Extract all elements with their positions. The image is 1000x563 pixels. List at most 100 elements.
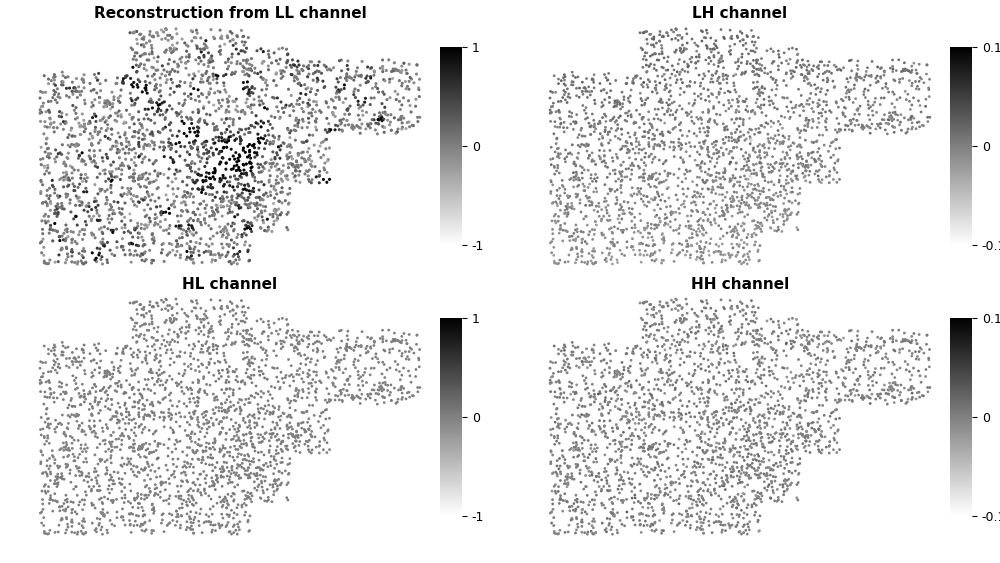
Point xyxy=(614,172,630,181)
Point xyxy=(260,46,276,55)
Point xyxy=(244,227,260,236)
Point xyxy=(141,411,157,420)
Point xyxy=(40,419,56,428)
Point xyxy=(345,125,361,134)
Point xyxy=(614,249,630,258)
Point xyxy=(228,315,244,324)
Point xyxy=(180,362,196,371)
Point xyxy=(582,91,598,100)
Point xyxy=(559,84,575,93)
Point xyxy=(181,491,197,500)
Point xyxy=(310,356,326,365)
Point xyxy=(581,196,597,205)
Point xyxy=(213,316,229,325)
Point xyxy=(206,101,222,110)
Point xyxy=(226,432,242,441)
Point xyxy=(36,482,52,491)
Point xyxy=(776,487,792,496)
Point xyxy=(144,32,160,41)
Point xyxy=(620,399,636,408)
Point xyxy=(404,121,420,130)
Point xyxy=(289,366,305,375)
Point xyxy=(735,120,751,129)
Point xyxy=(724,133,740,142)
Point xyxy=(128,325,144,334)
Point xyxy=(922,383,938,392)
Point xyxy=(94,239,110,248)
Point xyxy=(688,463,704,472)
Point xyxy=(153,25,169,34)
Point xyxy=(196,248,212,257)
Point xyxy=(323,395,339,404)
Point xyxy=(240,516,256,525)
Point xyxy=(804,423,820,432)
Point xyxy=(751,463,767,472)
Point xyxy=(260,225,276,234)
Point xyxy=(799,366,815,375)
Point xyxy=(151,194,167,203)
Point xyxy=(655,333,671,342)
Point xyxy=(559,473,575,482)
Point xyxy=(616,467,632,476)
Point xyxy=(261,446,277,455)
Point xyxy=(700,475,716,484)
Point xyxy=(268,179,284,188)
Point xyxy=(574,357,590,366)
Point xyxy=(257,348,273,358)
Point xyxy=(143,95,159,104)
Point xyxy=(170,68,186,77)
Point xyxy=(796,343,812,352)
Point xyxy=(564,379,580,388)
Point xyxy=(636,191,652,200)
Point xyxy=(314,69,330,78)
Point xyxy=(84,368,100,377)
Point xyxy=(132,52,148,61)
Point xyxy=(647,354,663,363)
Point xyxy=(629,342,645,351)
Point xyxy=(191,106,207,115)
Point xyxy=(138,445,154,454)
Point xyxy=(297,80,313,89)
Point xyxy=(805,336,821,345)
Point xyxy=(615,99,631,108)
Point xyxy=(550,367,566,376)
Point xyxy=(113,209,129,218)
Point xyxy=(136,476,152,485)
Point xyxy=(225,182,241,191)
Point xyxy=(847,344,863,353)
Point xyxy=(679,212,695,221)
Point xyxy=(183,244,199,253)
Point xyxy=(331,87,347,96)
Point xyxy=(639,48,655,57)
Point xyxy=(679,507,695,516)
Point xyxy=(911,347,927,356)
Point xyxy=(648,309,664,318)
Point xyxy=(40,74,56,83)
Point xyxy=(654,407,670,416)
Point xyxy=(221,512,237,521)
Point xyxy=(600,189,616,198)
Point xyxy=(642,453,658,462)
Point xyxy=(922,75,938,84)
Point xyxy=(789,44,805,53)
Point xyxy=(249,200,265,209)
Point xyxy=(808,427,824,436)
Point xyxy=(153,376,169,385)
Point xyxy=(206,481,222,490)
Point xyxy=(594,402,610,411)
Point xyxy=(655,302,671,311)
Point xyxy=(133,444,149,453)
Point xyxy=(54,150,70,159)
Point xyxy=(851,73,867,82)
Point xyxy=(692,124,708,133)
Point xyxy=(702,114,718,123)
Point xyxy=(703,348,719,357)
Point xyxy=(176,90,192,99)
Point xyxy=(203,494,219,503)
Point xyxy=(188,296,204,305)
Point xyxy=(250,463,266,472)
Point xyxy=(376,115,392,124)
Point xyxy=(751,452,767,461)
Point xyxy=(611,383,627,392)
Point xyxy=(401,388,417,397)
